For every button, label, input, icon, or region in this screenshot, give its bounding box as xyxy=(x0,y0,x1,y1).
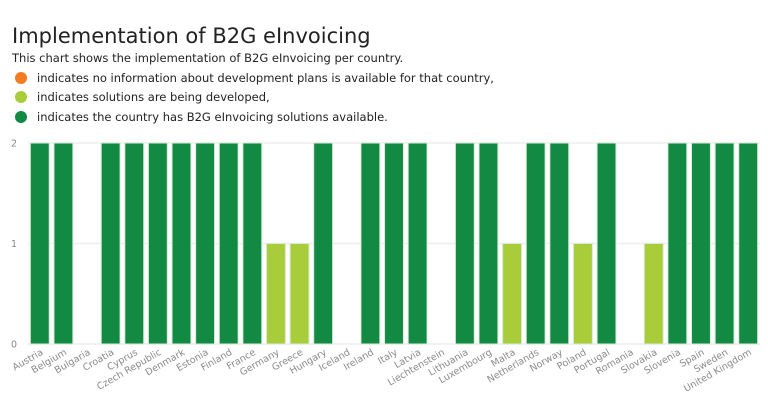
bar-italy[interactable] xyxy=(384,142,404,345)
legend: indicates no information about developme… xyxy=(15,68,494,127)
bar-sweden[interactable] xyxy=(714,142,735,345)
bar-hungary[interactable] xyxy=(313,142,334,345)
bar-malta[interactable] xyxy=(502,243,523,345)
legend-item-no-info: indicates no information about developme… xyxy=(15,68,494,88)
legend-item-available: indicates the country has B2G eInvoicing… xyxy=(15,107,494,127)
bar-germany[interactable] xyxy=(265,243,286,345)
bar-france[interactable] xyxy=(242,142,263,345)
legend-label: indicates solutions are being developed, xyxy=(37,90,270,105)
bar-estonia[interactable] xyxy=(195,142,216,345)
bar-czech-republic[interactable] xyxy=(147,142,168,345)
bar-denmark[interactable] xyxy=(171,142,192,345)
bar-latvia[interactable] xyxy=(407,142,428,345)
bar-spain[interactable] xyxy=(691,142,711,345)
chart-title: Implementation of B2G eInvoicing xyxy=(12,24,371,48)
bar-slovakia[interactable] xyxy=(643,243,664,345)
bar-greece[interactable] xyxy=(289,243,310,345)
bar-poland[interactable] xyxy=(572,243,593,345)
y-tick-label: 1 xyxy=(11,239,17,250)
bar-austria[interactable] xyxy=(29,142,50,345)
bars xyxy=(29,142,759,345)
bar-united-kingdom[interactable] xyxy=(738,142,759,345)
y-tick-label: 2 xyxy=(11,139,17,150)
y-tick-label: 0 xyxy=(11,340,17,351)
orange-dot-icon xyxy=(15,71,27,84)
y-axis-ticks: 0 1 2 xyxy=(11,139,17,351)
chart-subtitle: This chart shows the implementation of B… xyxy=(12,51,404,65)
bar-belgium[interactable] xyxy=(53,142,74,345)
bar-slovenia[interactable] xyxy=(667,142,688,345)
bar-netherlands[interactable] xyxy=(525,142,546,345)
bar-portugal[interactable] xyxy=(596,142,617,345)
legend-item-developing: indicates solutions are being developed, xyxy=(15,88,494,108)
legend-label: indicates the country has B2G eInvoicing… xyxy=(37,109,388,124)
bar-cyprus[interactable] xyxy=(124,142,145,345)
bar-croatia[interactable] xyxy=(100,142,121,345)
x-axis-labels: AustriaBelgiumBulgariaCroatiaCyprusCzech… xyxy=(11,347,754,395)
dark-green-dot-icon xyxy=(15,110,27,123)
legend-label: indicates no information about developme… xyxy=(37,70,494,85)
bar-lithuania[interactable] xyxy=(454,142,475,345)
bar-finland[interactable] xyxy=(218,142,239,345)
bar-luxembourg[interactable] xyxy=(478,142,499,345)
bar-ireland[interactable] xyxy=(360,142,381,345)
bar-norway[interactable] xyxy=(549,142,570,345)
light-green-dot-icon xyxy=(15,91,27,104)
